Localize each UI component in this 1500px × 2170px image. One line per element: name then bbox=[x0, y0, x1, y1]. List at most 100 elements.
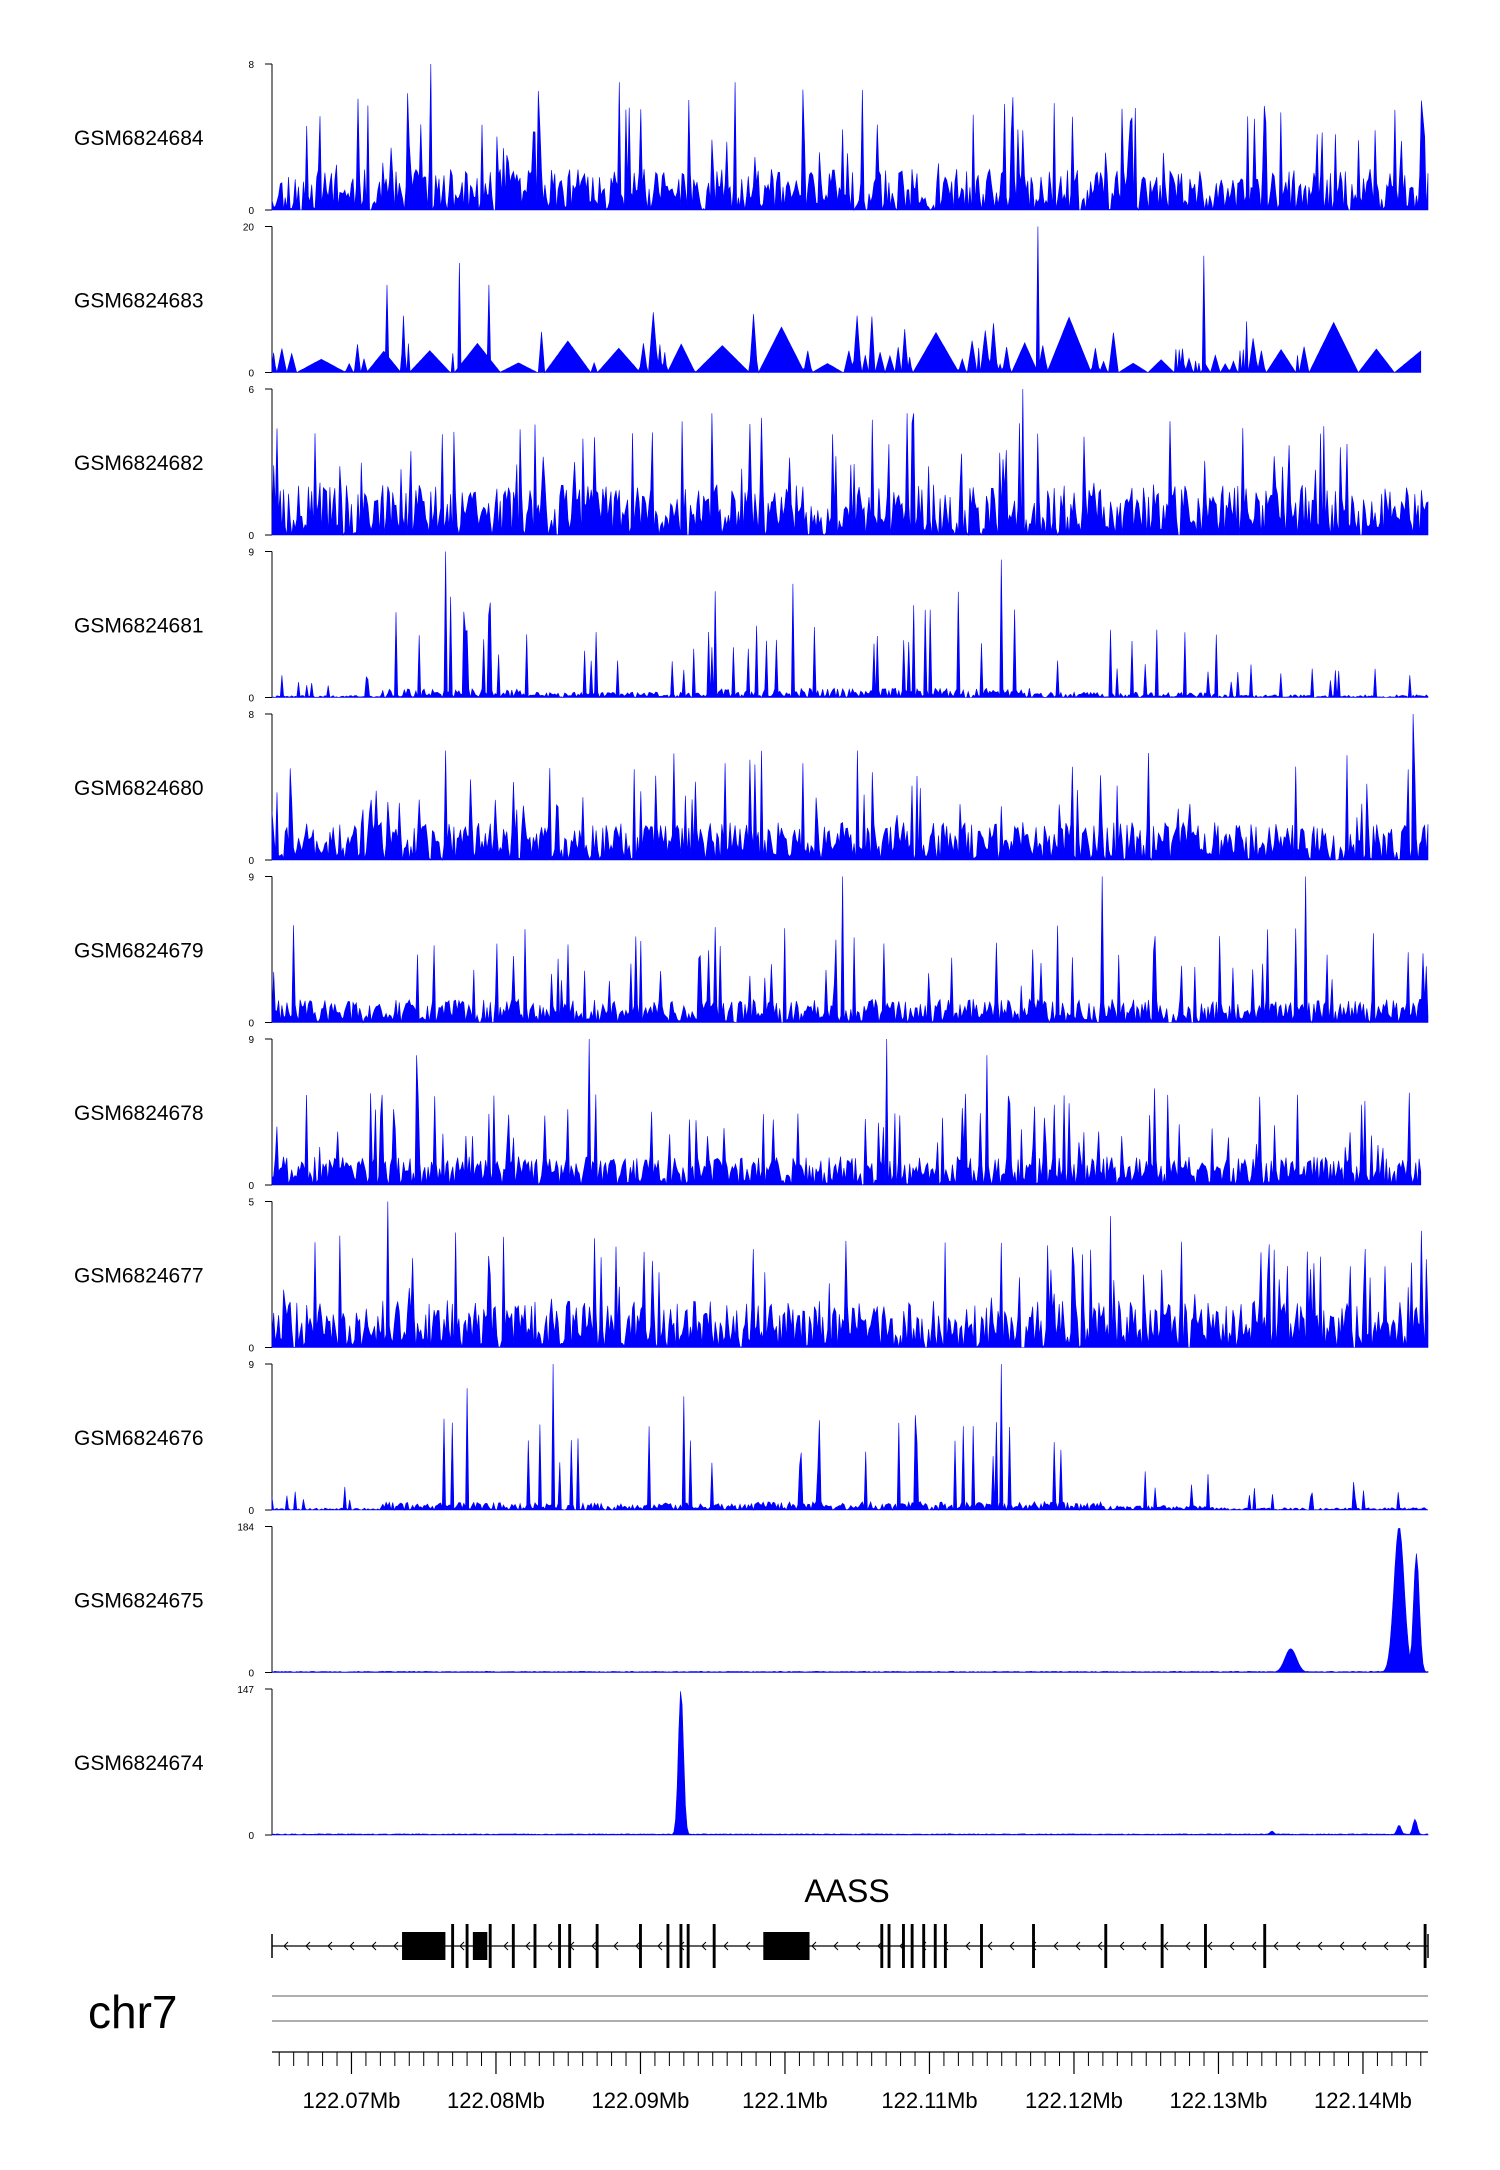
exon bbox=[402, 1932, 446, 1960]
exon bbox=[451, 1924, 455, 1968]
strand-arrow bbox=[503, 1941, 509, 1951]
track-GSM6824674: GSM6824674 147 0 bbox=[74, 1685, 1429, 1842]
y-max-label: 9 bbox=[248, 873, 254, 884]
x-tick-label: 122.12Mb bbox=[1025, 2088, 1123, 2113]
y-max-label: 9 bbox=[248, 1035, 254, 1046]
exon bbox=[1104, 1924, 1108, 1968]
strand-arrow bbox=[1383, 1941, 1389, 1951]
strand-arrow bbox=[1295, 1941, 1301, 1951]
strand-arrow bbox=[459, 1941, 465, 1951]
signal-area bbox=[271, 1527, 1429, 1673]
strand-arrow bbox=[349, 1941, 355, 1951]
chromosome-label: chr7 bbox=[88, 1986, 177, 2038]
y-min-label: 0 bbox=[248, 1506, 254, 1517]
strand-arrow bbox=[745, 1941, 751, 1951]
track-GSM6824681: GSM6824681 9 0 bbox=[74, 548, 1429, 705]
track-GSM6824678: GSM6824678 9 0 bbox=[74, 1035, 1422, 1192]
exon bbox=[558, 1924, 561, 1968]
y-max-label: 8 bbox=[248, 710, 254, 721]
y-max-label: 5 bbox=[248, 1198, 254, 1209]
exon bbox=[1423, 1924, 1427, 1968]
exon bbox=[533, 1924, 537, 1968]
exon bbox=[763, 1932, 810, 1960]
y-min-label: 0 bbox=[248, 1831, 254, 1842]
signal-area bbox=[271, 876, 1429, 1024]
strand-arrow bbox=[1273, 1941, 1279, 1951]
strand-arrow bbox=[987, 1941, 993, 1951]
exon bbox=[595, 1924, 599, 1968]
strand-arrow bbox=[833, 1941, 839, 1951]
exon bbox=[666, 1924, 670, 1968]
strand-arrow bbox=[1141, 1941, 1147, 1951]
strand-arrow bbox=[965, 1941, 971, 1951]
exon bbox=[943, 1924, 947, 1968]
strand-arrow bbox=[1361, 1941, 1367, 1951]
track-label: GSM6824677 bbox=[74, 1265, 204, 1288]
strand-arrow bbox=[1317, 1941, 1323, 1951]
strand-arrow bbox=[635, 1941, 641, 1951]
strand-arrow bbox=[811, 1941, 817, 1951]
signal-area bbox=[271, 388, 1429, 537]
strand-arrow bbox=[701, 1941, 707, 1951]
x-tick-label: 122.1Mb bbox=[742, 2088, 828, 2113]
strand-arrow bbox=[1163, 1941, 1169, 1951]
x-tick-label: 122.07Mb bbox=[303, 2088, 401, 2113]
y-min-label: 0 bbox=[248, 1181, 254, 1192]
exon bbox=[902, 1924, 905, 1968]
strand-arrow bbox=[1229, 1941, 1235, 1951]
track-label: GSM6824679 bbox=[74, 940, 204, 963]
strand-arrow bbox=[1251, 1941, 1257, 1951]
gene-track: AASS bbox=[271, 1873, 1429, 1968]
track-label: GSM6824675 bbox=[74, 1590, 204, 1613]
exon bbox=[488, 1924, 492, 1968]
strand-arrow bbox=[855, 1941, 861, 1951]
y-max-label: 147 bbox=[237, 1685, 254, 1696]
x-tick-label: 122.08Mb bbox=[447, 2088, 545, 2113]
strand-arrow bbox=[393, 1941, 399, 1951]
exon bbox=[910, 1924, 914, 1968]
track-label: GSM6824674 bbox=[74, 1752, 204, 1775]
track-label: GSM6824683 bbox=[74, 290, 204, 313]
signal-area bbox=[271, 713, 1429, 862]
signal-area bbox=[271, 551, 1429, 699]
track-GSM6824676: GSM6824676 9 0 bbox=[74, 1360, 1429, 1517]
strand-arrow bbox=[1185, 1941, 1191, 1951]
signal-area bbox=[271, 1363, 1429, 1512]
x-tick-label: 122.13Mb bbox=[1170, 2088, 1268, 2113]
y-max-label: 9 bbox=[248, 548, 254, 559]
genomic-axis: 122.07Mb 122.08Mb 122.09Mb 122.1Mb 122.11Mb 1… bbox=[272, 1995, 1428, 2113]
y-min-label: 0 bbox=[248, 694, 254, 705]
exon bbox=[922, 1924, 926, 1968]
exon bbox=[880, 1924, 884, 1968]
strand-arrow bbox=[1053, 1941, 1059, 1951]
exon bbox=[472, 1932, 488, 1960]
track-label: GSM6824676 bbox=[74, 1427, 204, 1450]
track-label: GSM6824682 bbox=[74, 452, 204, 475]
exon bbox=[465, 1924, 469, 1968]
track-label: GSM6824681 bbox=[74, 615, 204, 638]
exon bbox=[511, 1924, 515, 1968]
track-GSM6824680: GSM6824680 8 0 bbox=[74, 710, 1429, 867]
strand-arrow bbox=[591, 1941, 597, 1951]
y-max-label: 184 bbox=[237, 1523, 254, 1534]
y-max-label: 6 bbox=[248, 385, 254, 396]
gene-name: AASS bbox=[804, 1873, 889, 1909]
strand-arrow bbox=[305, 1941, 311, 1951]
signal-tracks: GSM682468480GSM6824683200GSM682468260GSM… bbox=[74, 60, 1429, 1842]
strand-arrow bbox=[1207, 1941, 1213, 1951]
exon bbox=[639, 1924, 642, 1968]
exon bbox=[887, 1924, 891, 1968]
track-GSM6824675: GSM6824675 184 0 bbox=[74, 1523, 1429, 1680]
y-max-label: 20 bbox=[243, 223, 255, 234]
y-min-label: 0 bbox=[248, 531, 254, 542]
x-tick-label: 122.11Mb bbox=[881, 2088, 977, 2113]
signal-area bbox=[271, 226, 1422, 374]
y-min-label: 0 bbox=[248, 1019, 254, 1030]
y-max-label: 8 bbox=[248, 60, 254, 71]
strand-arrow bbox=[723, 1941, 729, 1951]
strand-arrow bbox=[1339, 1941, 1345, 1951]
exon bbox=[980, 1924, 983, 1968]
track-GSM6824679: GSM6824679 9 0 bbox=[74, 873, 1429, 1030]
strand-arrow bbox=[657, 1941, 663, 1951]
track-label: GSM6824678 bbox=[74, 1102, 204, 1125]
